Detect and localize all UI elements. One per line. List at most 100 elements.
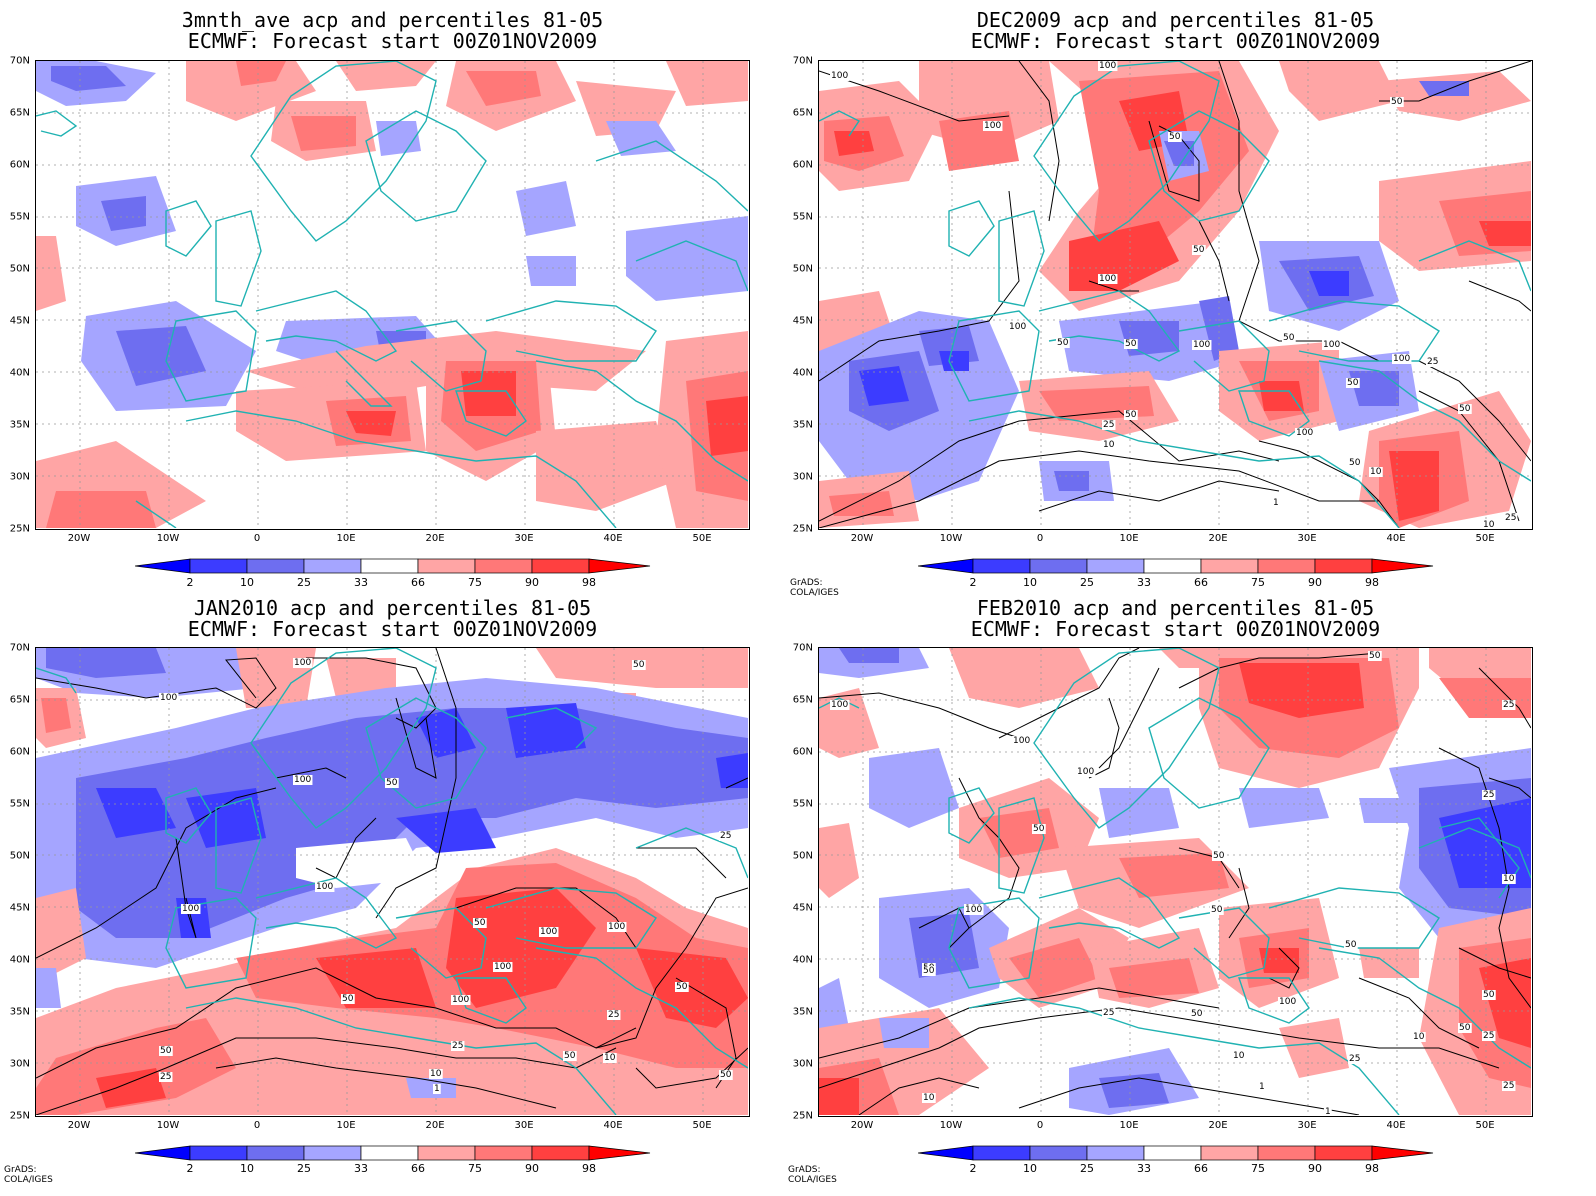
anomaly-shading <box>819 648 1531 1115</box>
contour-label: 25 <box>608 1010 619 1020</box>
contour-label: 10 <box>1413 1032 1425 1042</box>
lat-label: 25N <box>9 523 30 535</box>
contour-label: 10 <box>1503 874 1515 884</box>
colorbar-label: 66 <box>1194 1162 1208 1175</box>
colorbar-label: 2 <box>186 576 194 589</box>
colorbar-label: 66 <box>1194 576 1208 589</box>
colorbar-label: 66 <box>411 576 425 589</box>
grid-lines <box>36 61 748 528</box>
lat-label: 45N <box>792 902 813 914</box>
grads-credit: GrADS: COLA/IGES <box>790 578 839 598</box>
lat-label: 55N <box>792 211 813 223</box>
lon-label: 20W <box>67 533 91 544</box>
lat-label: 40N <box>792 367 813 379</box>
lat-label: 35N <box>9 419 30 431</box>
contour-label: 50 <box>160 1046 172 1056</box>
colorbar <box>134 1145 655 1165</box>
contour-label: 25 <box>1483 1031 1494 1041</box>
lon-label: 30E <box>514 1120 534 1131</box>
contour-label: 50 <box>1347 378 1359 388</box>
lat-label: 30N <box>9 471 30 483</box>
map-plot <box>35 60 750 530</box>
contour-label: 100 <box>831 700 848 710</box>
lat-label: 35N <box>9 1006 30 1018</box>
contour-label: 25 <box>1427 357 1438 367</box>
contour-label: 100 <box>1393 354 1410 364</box>
contour-label: 50 <box>1191 1009 1203 1019</box>
contour-label: 25 <box>1103 420 1114 430</box>
lat-label: 35N <box>792 419 813 431</box>
panel-title: 3mnth_ave acp and percentiles 81-05 <box>181 8 604 32</box>
colorbar-label: 10 <box>1023 576 1037 589</box>
contour-label: 50 <box>1125 410 1137 420</box>
lon-label: 20E <box>425 533 445 544</box>
contour-label: 100 <box>494 962 511 972</box>
lon-label: 40E <box>603 1120 623 1131</box>
grads-credit: GrADS: COLA/IGES <box>4 1165 53 1185</box>
lon-label: 30E <box>1297 1120 1317 1131</box>
contour-label: 50 <box>1057 338 1069 348</box>
anomaly-shading <box>819 61 1531 528</box>
panel-title: JAN2010 acp and percentiles 81-05 <box>193 596 592 620</box>
contour-label: 50 <box>1169 132 1181 142</box>
contour-label: 100 <box>984 121 1001 131</box>
lon-label: 20W <box>850 1120 874 1131</box>
lon-label: 10W <box>939 1120 963 1131</box>
contour-label: 100 <box>452 995 469 1005</box>
colorbar-label: 98 <box>1365 1162 1379 1175</box>
lat-label: 65N <box>9 694 30 706</box>
colorbar-label: 2 <box>969 576 977 589</box>
contour-label: 25 <box>1483 790 1494 800</box>
grads-credit: GrADS: COLA/IGES <box>788 1165 837 1185</box>
lon-label: 10W <box>156 533 180 544</box>
panel-subtitle: ECMWF: Forecast start 00Z01NOV2009 <box>970 617 1381 641</box>
colorbar-label: 2 <box>969 1162 977 1175</box>
contour-label: 100 <box>160 693 177 703</box>
colorbar-label: 33 <box>1137 576 1151 589</box>
contour-label-group: 50 100 25 100 100 50 50 50 100 25 50 50 … <box>830 651 1516 1115</box>
contour-label: 10 <box>430 1069 442 1079</box>
contour-label: 25 <box>1349 1054 1360 1064</box>
contour-label: 100 <box>965 905 982 915</box>
anomaly-shading <box>36 648 748 1115</box>
colorbar-label: 25 <box>1080 1162 1094 1175</box>
contour-label: 25 <box>160 1072 171 1082</box>
contour-label: 50 <box>1345 940 1357 950</box>
lat-label: 35N <box>792 1006 813 1018</box>
contour-label: 1 <box>1325 1107 1331 1115</box>
lat-label: 30N <box>792 471 813 483</box>
contour-label: 100 <box>1296 428 1313 438</box>
lon-label: 20E <box>425 1120 445 1131</box>
lat-label: 60N <box>792 746 813 758</box>
lat-label: 55N <box>792 798 813 810</box>
contour-label: 50 <box>1193 245 1205 255</box>
contour-label: 100 <box>831 71 848 81</box>
lat-label: 50N <box>9 263 30 275</box>
contour-label: 100 <box>1077 767 1094 777</box>
contour-label: 25 <box>1503 700 1514 710</box>
colorbar-label: 66 <box>411 1162 425 1175</box>
lon-label: 50E <box>1475 533 1495 544</box>
lon-label: 30E <box>1297 533 1317 544</box>
contour-label: 25 <box>1103 1008 1114 1018</box>
colorbar-label: 33 <box>354 576 368 589</box>
colorbar-label: 90 <box>1308 1162 1322 1175</box>
lat-label: 30N <box>9 1058 30 1070</box>
contour-label: 25 <box>452 1041 463 1051</box>
contour-label: 10 <box>1483 520 1495 528</box>
contour-label: 50 <box>676 982 688 992</box>
colorbar <box>917 558 1438 578</box>
lon-label: 10E <box>1119 1120 1139 1131</box>
contour-label: 50 <box>1211 905 1223 915</box>
lat-label: 45N <box>9 315 30 327</box>
contour-label: 25 <box>1503 1081 1514 1091</box>
colorbar-label: 75 <box>468 576 482 589</box>
contour-label: 25 <box>720 831 731 841</box>
lon-label: 0 <box>253 1120 261 1131</box>
grid-lines <box>819 648 1531 1115</box>
lat-label: 25N <box>9 1110 30 1122</box>
contour-label: 100 <box>608 922 625 932</box>
panel-title: DEC2009 acp and percentiles 81-05 <box>976 8 1375 32</box>
contour-label: 100 <box>1279 997 1296 1007</box>
contour-label: 50 <box>342 994 354 1004</box>
